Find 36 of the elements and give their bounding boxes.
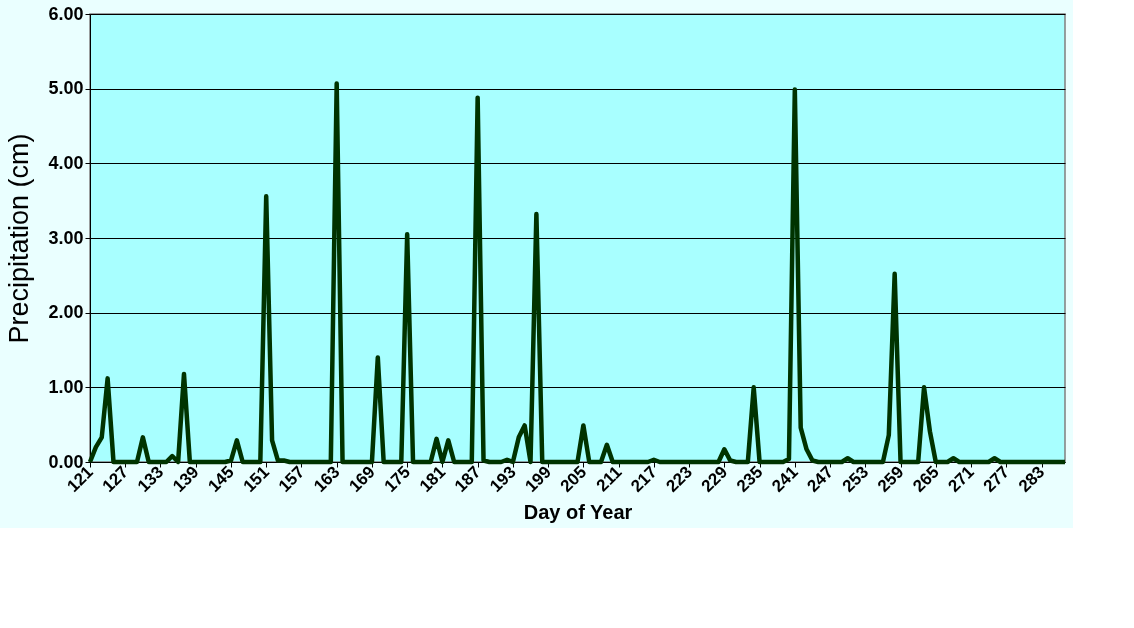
x-tick-label: 241 <box>768 462 802 496</box>
x-tick-label: 139 <box>169 462 203 496</box>
x-tick-label: 217 <box>627 462 661 496</box>
x-tick-label: 175 <box>380 462 415 496</box>
y-tick-label: 5.00 <box>48 78 84 99</box>
x-tick-label: 199 <box>521 462 555 496</box>
x-tick-label: 229 <box>697 462 732 496</box>
x-tick-label: 211 <box>592 462 626 496</box>
y-tick-label: 4.00 <box>48 152 84 173</box>
x-tick-label: 133 <box>133 462 168 496</box>
y-tick-label: 3.00 <box>48 227 84 248</box>
x-tick-label: 163 <box>310 462 344 496</box>
x-tick-label: 127 <box>98 462 133 496</box>
x-tick-label: 151 <box>239 462 274 496</box>
x-tick-label: 259 <box>873 462 908 496</box>
x-tick-label: 253 <box>838 462 873 496</box>
x-axis-title: Day of Year <box>523 501 633 524</box>
x-tick-label: 283 <box>1014 462 1049 496</box>
line-series <box>87 81 1068 465</box>
x-tick-label: 193 <box>486 462 520 496</box>
x-tick-label: 157 <box>274 462 309 496</box>
y-tick-label: 1.00 <box>48 376 84 397</box>
x-tick-label: 205 <box>556 462 591 496</box>
x-tick-label: 187 <box>451 462 485 496</box>
y-tick-label: 2.00 <box>48 302 84 323</box>
x-tick-label: 247 <box>803 462 837 496</box>
x-tick-label: 277 <box>979 462 1014 496</box>
x-tick-label: 235 <box>732 462 767 496</box>
x-tick-label: 223 <box>662 462 696 496</box>
y-axis-title: Precipitation (cm) <box>4 133 35 344</box>
x-tick-label: 169 <box>345 462 379 496</box>
x-tick-label: 181 <box>415 462 450 496</box>
y-tick-label: 6.00 <box>48 3 84 24</box>
x-tick-label: 145 <box>204 462 238 496</box>
x-tick-label: 271 <box>944 462 978 496</box>
x-tick-label: 265 <box>909 462 943 496</box>
